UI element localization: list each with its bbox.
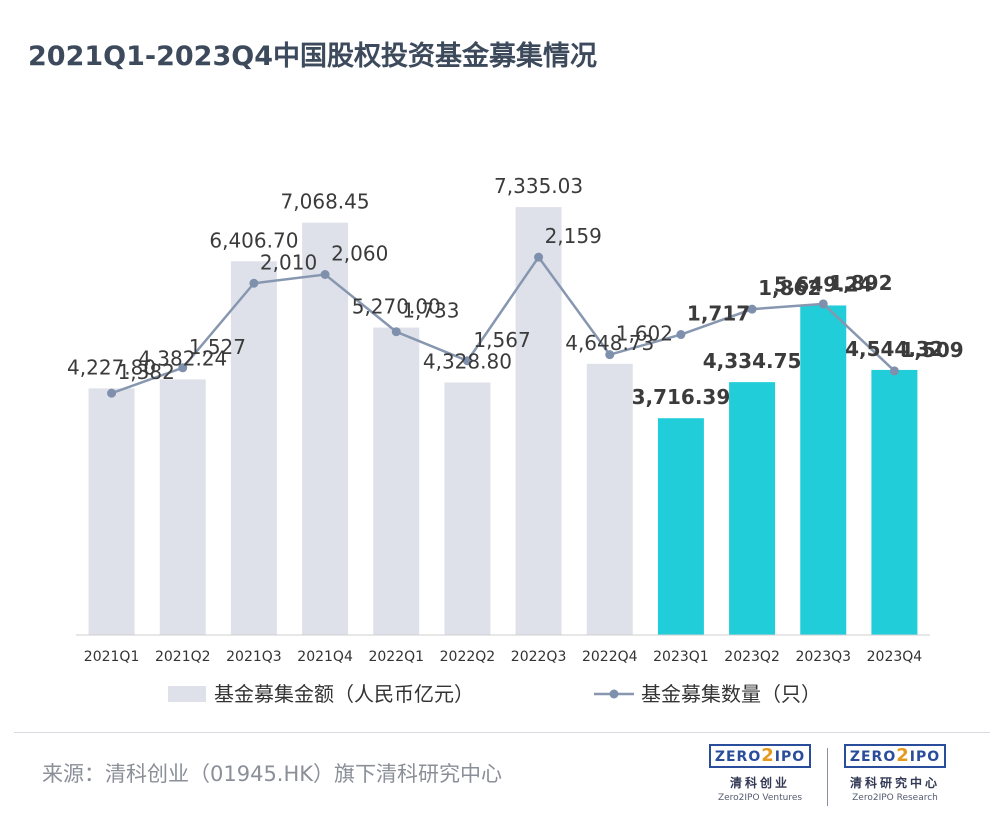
- bar-2021Q1: [88, 388, 135, 635]
- x-tick-label: 2023Q4: [867, 649, 923, 665]
- x-tick-label: 2021Q2: [155, 649, 211, 665]
- count-value-label: 1,567: [473, 328, 530, 352]
- footer-divider: [14, 732, 990, 733]
- count-value-label: 2,159: [545, 224, 602, 248]
- bar-2023Q2: [729, 382, 776, 635]
- count-value-label: 2,060: [331, 242, 388, 266]
- legend-line-label: 基金募集数量（只）: [641, 682, 821, 706]
- logo-mark: ZERO2IPO: [708, 744, 812, 768]
- count-point-2022Q2: [462, 356, 472, 366]
- x-tick-label: 2022Q3: [511, 649, 567, 665]
- x-tick-label: 2022Q4: [582, 649, 638, 665]
- count-value-label: 1,602: [616, 322, 673, 346]
- bar-value-label: 4,227.80: [67, 355, 156, 379]
- legend-line-marker: [609, 689, 619, 699]
- count-value-label: 1,717: [687, 302, 750, 326]
- logo-chinese-name: 清科创业: [729, 776, 790, 790]
- bar-value-label: 7,335.03: [494, 174, 583, 198]
- line-layer: [107, 252, 899, 398]
- x-tick-label: 2021Q3: [226, 649, 282, 665]
- bar-value-label: 6,406.70: [209, 228, 298, 252]
- bar-value-label: 4,382.24: [138, 346, 227, 370]
- bar-2023Q3: [800, 305, 847, 635]
- count-value-label: 1,509: [900, 338, 963, 362]
- count-value-label: 1,862: [758, 276, 821, 300]
- count-point-2021Q4: [320, 270, 330, 279]
- bar-value-label: 5,270.00: [352, 295, 441, 319]
- count-point-2021Q2: [178, 363, 188, 373]
- bar-value-label: 4,544.32: [845, 337, 944, 361]
- zero2ipo-research-logo: ZERO2IPO 清科研究中心 Zero2IPO Research: [836, 744, 954, 803]
- bar-2022Q4: [586, 363, 633, 635]
- x-tick-label: 2022Q1: [368, 649, 424, 665]
- legend: 基金募集金额（人民币亿元） 基金募集数量（只）: [168, 682, 821, 706]
- x-tick-label: 2023Q2: [724, 649, 780, 665]
- legend-bar-swatch: [168, 686, 206, 702]
- count-point-2023Q2: [747, 304, 757, 314]
- count-point-2022Q3: [534, 252, 544, 262]
- legend-bar-label: 基金募集金额（人民币亿元）: [214, 682, 474, 706]
- bar-value-label: 7,068.45: [281, 190, 370, 214]
- count-value-label: 1,527: [189, 335, 246, 359]
- zero2ipo-ventures-logo: ZERO2IPO 清科创业 Zero2IPO Ventures: [701, 744, 819, 803]
- count-point-2023Q3: [818, 299, 828, 309]
- bars-layer: [88, 207, 918, 636]
- bar-2022Q2: [444, 382, 491, 635]
- logo-mark: ZERO2IPO: [843, 744, 947, 768]
- x-tick-label: 2021Q1: [84, 649, 140, 665]
- x-tick-label: 2021Q4: [297, 649, 353, 665]
- count-value-label: 2,010: [260, 250, 317, 274]
- bar-labels-layer: 4,227.804,382.24 6,406.70 7,068.45 5,270.00…: [67, 174, 944, 409]
- x-tick-label: 2023Q3: [795, 649, 851, 665]
- bar-2022Q3: [515, 207, 562, 636]
- count-value-label: 1,733: [402, 299, 459, 323]
- source-note: 来源：清科创业（01945.HK）旗下清科研究中心: [42, 762, 503, 786]
- x-axis: 2021Q1 2021Q2 2021Q3 2021Q4 2022Q1 2022Q2 2022…: [76, 634, 930, 665]
- x-tick-label: 2022Q2: [440, 649, 496, 665]
- bar-value-label: 3,716.39: [632, 385, 731, 409]
- x-tick-label: 2023Q1: [653, 649, 709, 665]
- bar-value-label: 4,334.75: [703, 349, 802, 373]
- bar-2021Q2: [159, 379, 206, 635]
- line-labels-layer: 1,382 1,527 2,010 2,060 1,733 1,567 2,159 1,602…: [118, 224, 964, 384]
- logo-chinese-name: 清科研究中心: [849, 776, 940, 790]
- bar-2021Q3: [230, 261, 277, 635]
- count-point-2023Q4: [889, 366, 899, 376]
- count-point-2021Q1: [107, 388, 117, 398]
- count-point-2023Q1: [676, 330, 686, 340]
- count-point-2022Q1: [391, 327, 401, 337]
- logo-separator: [827, 748, 828, 806]
- count-value-label: 1,382: [118, 360, 175, 384]
- count-line: [111, 255, 896, 395]
- bar-2023Q1: [657, 418, 704, 635]
- bar-2022Q1: [373, 327, 420, 635]
- bar-value-label: 4,328.80: [423, 349, 512, 373]
- bar-value-label: 5,649.24: [774, 272, 873, 296]
- bar-2021Q4: [302, 222, 349, 635]
- count-point-2022Q4: [605, 350, 615, 360]
- bar-2023Q4: [871, 369, 918, 635]
- bar-value-label: 4,648.73: [565, 331, 654, 355]
- count-point-2021Q3: [249, 278, 259, 288]
- logo-english-name: Zero2IPO Ventures: [717, 793, 803, 803]
- logo-english-name: Zero2IPO Research: [852, 793, 938, 803]
- chart-area: 4,227.804,382.24 6,406.70 7,068.45 5,270.00…: [67, 174, 964, 706]
- chart-title: 2021Q1-2023Q4中国股权投资基金募集情况: [28, 41, 597, 72]
- count-value-label: 1,892: [829, 271, 892, 295]
